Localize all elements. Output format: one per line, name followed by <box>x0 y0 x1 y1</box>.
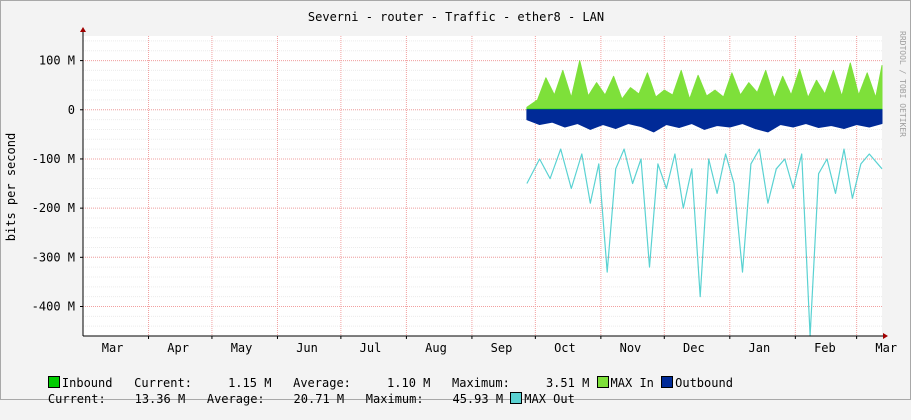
legend-row-2: Current: 13.36 M Average: 20.71 M Maximu… <box>19 378 575 420</box>
legend-max-in-label: MAX In <box>610 376 662 390</box>
y-tick-label: -200 M <box>32 201 75 215</box>
y-axis-label: bits per second <box>4 133 18 241</box>
series-max-in <box>526 60 883 111</box>
x-tick-label: Mar <box>875 341 897 355</box>
legend-outbound-stats: Current: 13.36 M Average: 20.71 M Maximu… <box>47 392 511 406</box>
legend-row-1: Inbound Current: 1.15 M Average: 1.10 M … <box>19 362 733 404</box>
max-out-swatch <box>510 392 523 404</box>
chart-title: Severni - router - Traffic - ether8 - LA… <box>308 10 604 24</box>
outbound-swatch <box>661 376 674 388</box>
x-tick-label: Aug <box>425 341 447 355</box>
x-tick-label: Nov <box>620 341 642 355</box>
x-tick-label: Dec <box>683 341 705 355</box>
legend-inbound-stats: Current: 1.15 M Average: 1.10 M Maximum:… <box>112 376 597 390</box>
y-tick-label: 100 M <box>39 54 75 68</box>
y-axis-arrow <box>80 27 86 32</box>
rrdtool-watermark: RRDTOOL / TOBI OETIKER <box>898 31 907 137</box>
legend-outbound-label: Outbound <box>675 376 733 390</box>
x-tick-label: Jul <box>360 341 382 355</box>
series-max-out <box>526 148 883 337</box>
x-tick-label: Mar <box>102 341 124 355</box>
x-tick-label: Apr <box>167 341 189 355</box>
x-tick-label: Feb <box>814 341 836 355</box>
x-tick-label: May <box>231 341 253 355</box>
legend-inbound-label: Inbound <box>61 376 113 390</box>
x-tick-label: Sep <box>491 341 513 355</box>
series-outbound <box>526 109 883 133</box>
max-in-swatch <box>596 376 609 388</box>
x-tick-label: Jan <box>749 341 771 355</box>
x-axis-arrow <box>883 333 888 339</box>
graph-frame: Severni - router - Traffic - ether8 - LA… <box>0 0 911 406</box>
y-tick-label: -300 M <box>32 250 75 264</box>
y-tick-label: -400 M <box>32 299 75 313</box>
x-tick-label: Jun <box>296 341 318 355</box>
x-tick-label: Oct <box>554 341 576 355</box>
y-tick-label: 0 <box>68 103 75 117</box>
traffic-chart: Severni - router - Traffic - ether8 - LA… <box>4 10 907 355</box>
inbound-swatch <box>47 376 60 388</box>
y-tick-label: -100 M <box>32 152 75 166</box>
legend-max-out-label: MAX Out <box>524 392 575 406</box>
